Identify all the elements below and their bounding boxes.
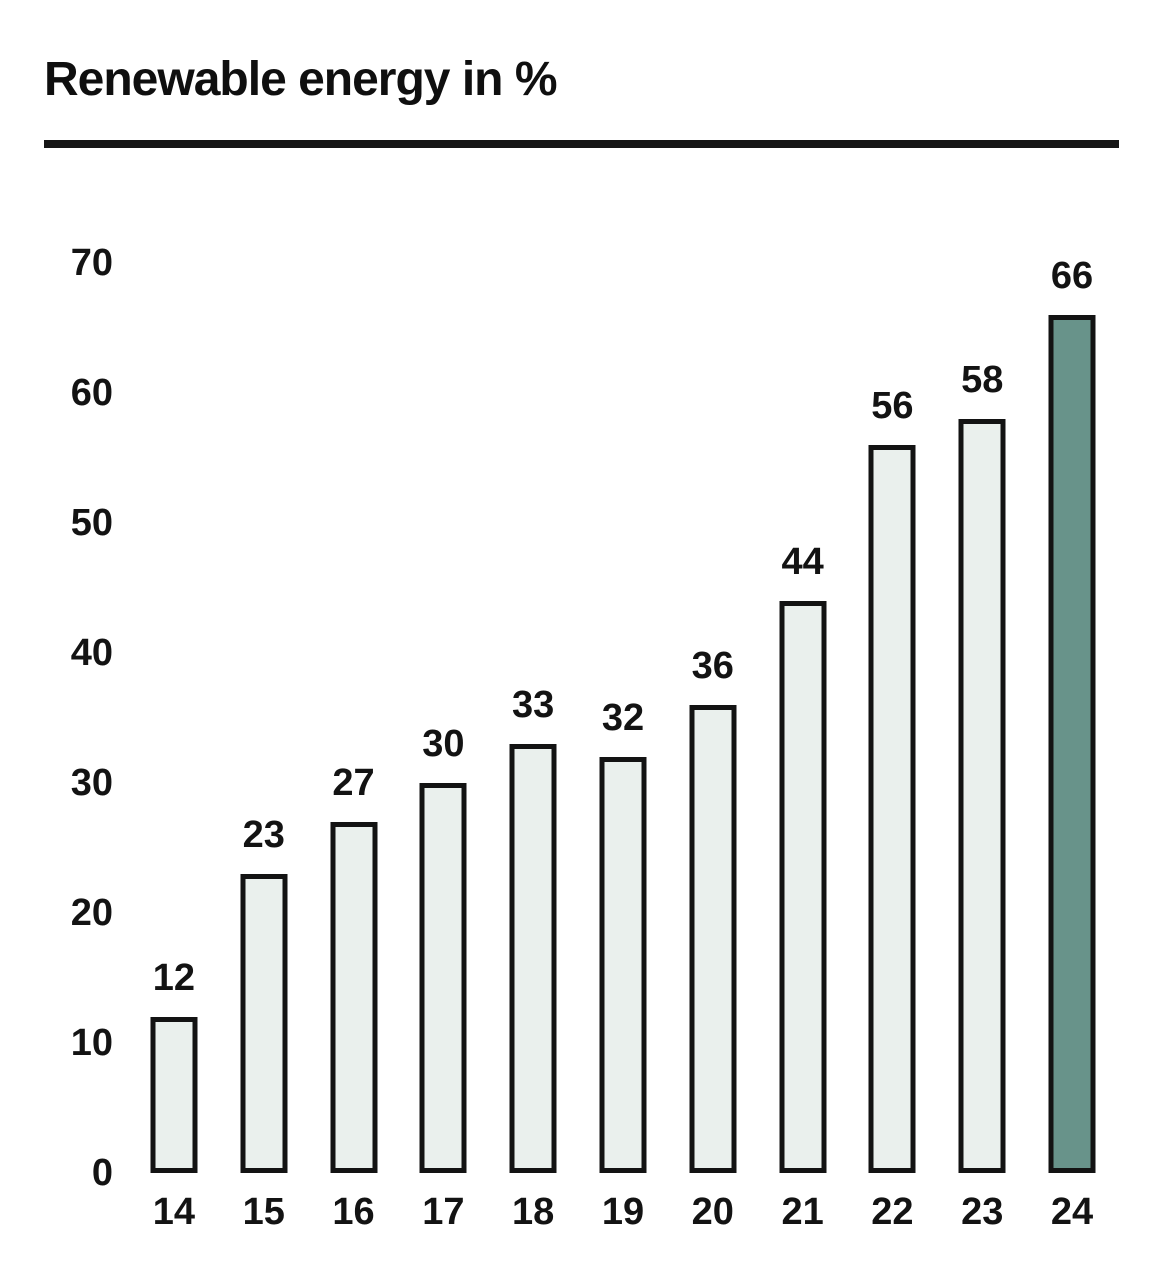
bar-value-label: 66 bbox=[1050, 255, 1094, 297]
x-axis-label: 14 bbox=[152, 1191, 196, 1233]
bar bbox=[689, 705, 737, 1173]
bar-slot: 12 14 bbox=[129, 263, 219, 1231]
bar bbox=[868, 445, 916, 1173]
bar-slot: 33 18 bbox=[488, 263, 578, 1231]
bar-value-label: 58 bbox=[961, 359, 1004, 401]
x-axis-label: 16 bbox=[332, 1191, 375, 1233]
y-axis-label: 0 bbox=[91, 1152, 113, 1194]
bar-value-label: 56 bbox=[871, 385, 914, 427]
bar-highlighted bbox=[1048, 315, 1096, 1173]
x-axis-label: 23 bbox=[961, 1191, 1004, 1233]
bar-slot: 58 23 bbox=[937, 263, 1027, 1231]
bar-slot: 27 16 bbox=[309, 263, 399, 1231]
bar-slot: 36 20 bbox=[668, 263, 758, 1231]
bar-value-label: 27 bbox=[332, 762, 375, 804]
bar-value-label: 32 bbox=[601, 697, 645, 739]
y-axis-label: 20 bbox=[70, 892, 113, 934]
x-axis-label: 22 bbox=[871, 1191, 914, 1233]
x-axis-label: 20 bbox=[691, 1191, 734, 1233]
bar-value-label: 44 bbox=[781, 541, 824, 583]
bar bbox=[150, 1017, 198, 1173]
bar-value-label: 33 bbox=[512, 684, 555, 726]
bar bbox=[509, 744, 557, 1173]
bar-slot: 30 17 bbox=[398, 263, 488, 1231]
bar-value-label: 12 bbox=[152, 957, 196, 999]
bar bbox=[779, 601, 827, 1173]
y-axis-label: 10 bbox=[70, 1022, 113, 1064]
bar bbox=[958, 419, 1006, 1173]
bar bbox=[240, 874, 288, 1173]
bar-slot: 23 15 bbox=[219, 263, 309, 1231]
x-axis-label: 15 bbox=[242, 1191, 285, 1233]
bar bbox=[599, 757, 647, 1173]
y-axis-label: 30 bbox=[70, 762, 113, 804]
bar bbox=[419, 783, 467, 1173]
y-axis-label: 40 bbox=[70, 632, 113, 674]
bar-slot: 56 22 bbox=[848, 263, 938, 1231]
bar-slot: 32 19 bbox=[578, 263, 668, 1231]
x-axis-label: 19 bbox=[601, 1191, 645, 1233]
chart-title: Renewable energy in % bbox=[44, 53, 558, 106]
y-axis-label: 50 bbox=[70, 502, 113, 544]
x-axis-label: 17 bbox=[422, 1191, 465, 1233]
title-rule bbox=[44, 140, 1119, 148]
bar-value-label: 23 bbox=[242, 814, 285, 856]
bar bbox=[330, 822, 378, 1173]
y-axis-label: 60 bbox=[70, 372, 113, 414]
bars-row: 12 14 23 15 27 16 30 17 33 18 32 19 36 20 44 21 56 22 58 23… bbox=[129, 257, 1117, 1231]
bar-chart: 0 10 20 30 40 50 60 70 12 14 23 15 27 16 30 17 33 18 32 19… bbox=[0, 200, 1158, 1274]
y-axis: 0 10 20 30 40 50 60 70 bbox=[0, 244, 113, 1192]
y-axis-label: 70 bbox=[70, 242, 113, 284]
bar-value-label: 30 bbox=[422, 723, 465, 765]
bar-slot: 44 21 bbox=[758, 263, 848, 1231]
bar-value-label: 36 bbox=[691, 645, 734, 687]
x-axis-label: 21 bbox=[781, 1191, 824, 1233]
x-axis-label: 18 bbox=[512, 1191, 555, 1233]
bar-slot: 66 24 bbox=[1027, 257, 1117, 1231]
x-axis-label: 24 bbox=[1050, 1191, 1094, 1233]
